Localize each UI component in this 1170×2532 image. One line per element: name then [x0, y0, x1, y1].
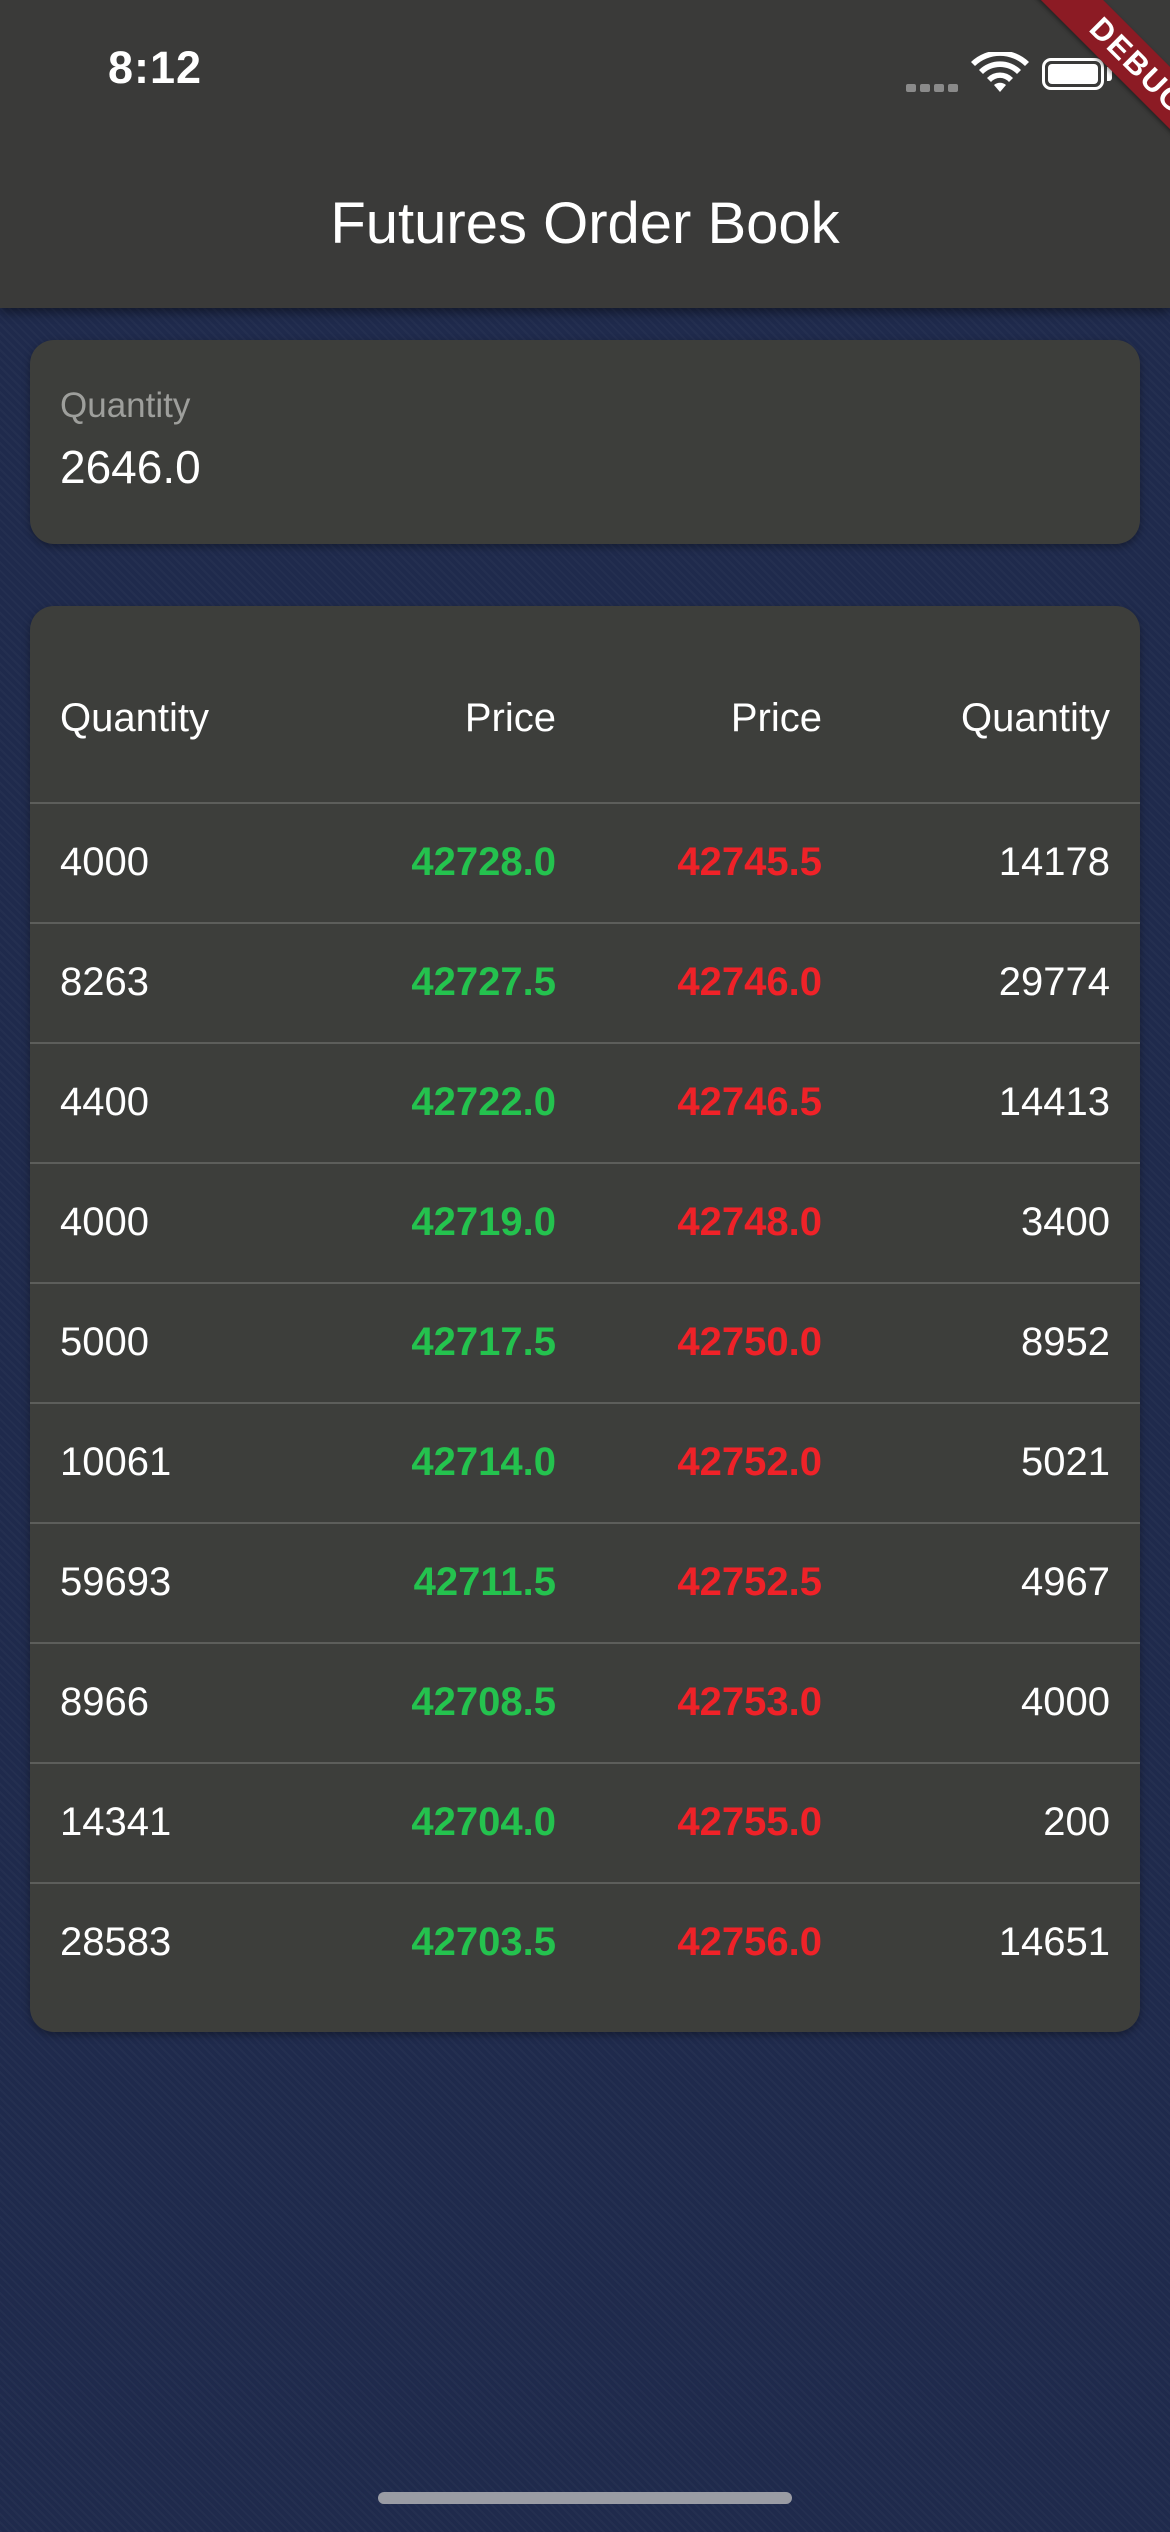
table-row: 8966 42708.5 42753.0 4000: [30, 1644, 1140, 1764]
battery-cap: [1107, 67, 1112, 81]
ask-price-cell: 42748.0: [677, 1200, 822, 1244]
table-row: 14341 42704.0 42755.0 200: [30, 1764, 1140, 1884]
quantity-input[interactable]: 2646.0: [60, 441, 201, 493]
bid-price-cell: 42711.5: [413, 1560, 556, 1604]
bid-quantity-cell: 8263: [60, 960, 149, 1004]
header-ask-quantity: Quantity: [961, 696, 1110, 740]
ask-price-cell: 42752.5: [677, 1560, 822, 1604]
ask-quantity-cell: 14178: [998, 840, 1110, 884]
table-row: 4000 42719.0 42748.0 3400: [30, 1164, 1140, 1284]
table-row: 4400 42722.0 42746.5 14413: [30, 1044, 1140, 1164]
bid-quantity-cell: 10061: [60, 1440, 172, 1484]
ask-quantity-cell: 8952: [1021, 1320, 1110, 1364]
status-time: 8:12: [108, 42, 203, 93]
ask-quantity-cell: 200: [1043, 1800, 1110, 1844]
table-row: 8263 42727.5 42746.0 29774: [30, 924, 1140, 1044]
ask-price-cell: 42746.0: [677, 960, 822, 1004]
table-row: 59693 42711.5 42752.5 4967: [30, 1524, 1140, 1644]
bid-quantity-cell: 14341: [60, 1800, 172, 1844]
cellular-signal-icon: [906, 84, 960, 92]
bid-price-cell: 42727.5: [411, 960, 556, 1004]
home-indicator[interactable]: [378, 2492, 792, 2504]
ask-price-cell: 42753.0: [677, 1680, 822, 1724]
app-bar: 8:12 Futures Order Book: [0, 0, 1170, 308]
order-book-table: Quantity Price Price Quantity 4000 42728.…: [30, 606, 1140, 2032]
bid-price-cell: 42717.5: [411, 1320, 556, 1364]
quantity-field[interactable]: Quantity 2646.0: [30, 340, 1140, 544]
table-row: 10061 42714.0 42752.0 5021: [30, 1404, 1140, 1524]
bid-price-cell: 42722.0: [411, 1080, 556, 1124]
ask-quantity-cell: 29774: [998, 960, 1110, 1004]
ask-price-cell: 42756.0: [677, 1920, 822, 1964]
bid-quantity-cell: 4000: [60, 1200, 149, 1244]
table-row: 5000 42717.5 42750.0 8952: [30, 1284, 1140, 1404]
ask-quantity-cell: 4967: [1021, 1560, 1110, 1604]
ask-quantity-cell: 3400: [1021, 1200, 1110, 1244]
header-ask-price: Price: [730, 696, 822, 740]
bid-price-cell: 42719.0: [411, 1200, 556, 1244]
bid-price-cell: 42704.0: [411, 1800, 556, 1844]
bid-price-cell: 42714.0: [411, 1440, 556, 1484]
bid-price-cell: 42708.5: [411, 1680, 556, 1724]
bid-quantity-cell: 28583: [60, 1920, 172, 1964]
ask-quantity-cell: 4000: [1021, 1680, 1110, 1724]
ask-price-cell: 42746.5: [677, 1080, 822, 1124]
ask-price-cell: 42745.5: [677, 840, 822, 884]
bid-price-cell: 42703.5: [411, 1920, 556, 1964]
bid-quantity-cell: 5000: [60, 1320, 149, 1364]
order-book-header: Quantity Price Price Quantity: [30, 606, 1140, 804]
ask-quantity-cell: 14413: [998, 1080, 1110, 1124]
bid-quantity-cell: 4400: [60, 1080, 149, 1124]
wifi-icon: [971, 52, 1029, 92]
bid-quantity-cell: 4000: [60, 840, 149, 884]
table-row: 4000 42728.0 42745.5 14178: [30, 804, 1140, 924]
bid-quantity-cell: 59693: [60, 1560, 172, 1604]
debug-banner-label: DEBUG: [1030, 0, 1170, 170]
ask-price-cell: 42752.0: [677, 1440, 822, 1484]
header-bid-price: Price: [464, 696, 556, 740]
ask-price-cell: 42750.0: [677, 1320, 822, 1364]
bid-quantity-cell: 8966: [60, 1680, 149, 1724]
quantity-label: Quantity: [60, 386, 191, 425]
debug-banner: DEBUG: [1000, 0, 1170, 170]
table-row: 28583 42703.5 42756.0 14651: [30, 1884, 1140, 2004]
bid-price-cell: 42728.0: [411, 840, 556, 884]
app-title: Futures Order Book: [330, 191, 840, 256]
ask-price-cell: 42755.0: [677, 1800, 822, 1844]
ask-quantity-cell: 14651: [998, 1920, 1110, 1964]
battery-icon: [1042, 58, 1104, 90]
header-bid-quantity: Quantity: [60, 696, 209, 740]
ask-quantity-cell: 5021: [1021, 1440, 1110, 1484]
